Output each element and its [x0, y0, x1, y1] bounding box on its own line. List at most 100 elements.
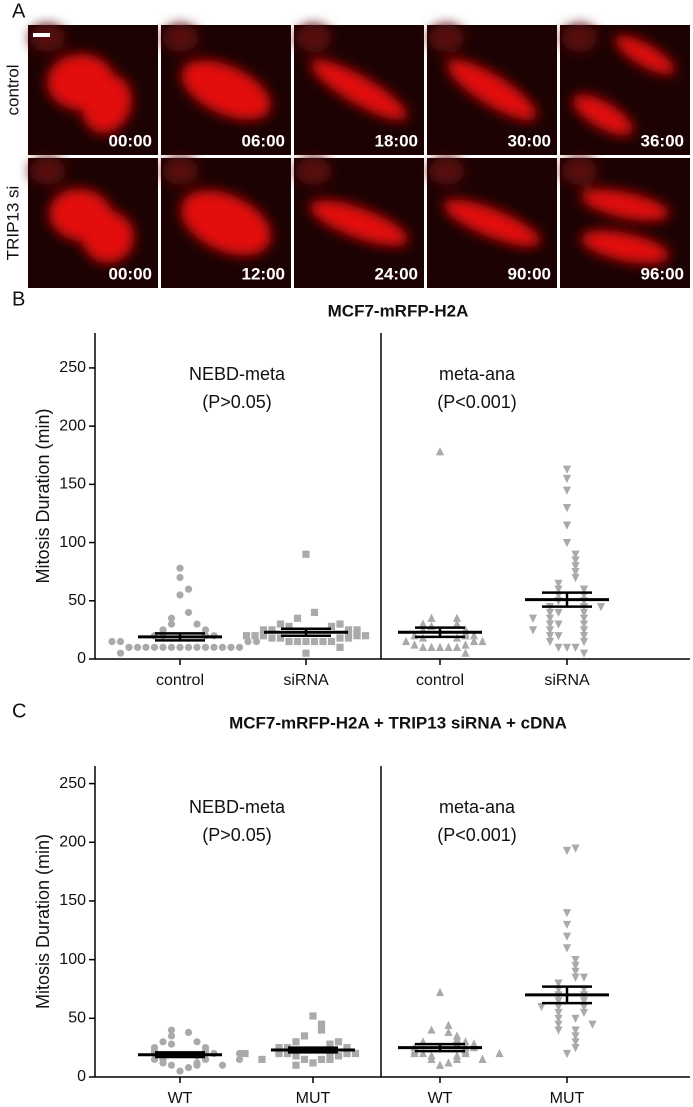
data-point — [554, 1014, 563, 1023]
chromatin-blob — [580, 230, 670, 264]
chromatin-blob — [572, 94, 634, 136]
data-point — [326, 1052, 334, 1060]
data-point — [452, 1031, 462, 1040]
data-point — [310, 608, 319, 617]
timestamp: 12:00 — [242, 264, 285, 283]
data-point — [336, 643, 344, 651]
data-point — [571, 562, 580, 571]
data-point — [176, 643, 184, 651]
data-point — [258, 1055, 266, 1063]
chromatin-blob — [181, 60, 271, 120]
data-point — [218, 643, 227, 651]
data-point — [268, 626, 276, 634]
timestamp: 00:00 — [109, 264, 152, 283]
data-point — [571, 643, 580, 652]
row-label: TRIP13 si — [3, 186, 22, 261]
data-point — [336, 620, 344, 628]
glow — [295, 157, 332, 185]
data-point — [579, 973, 589, 982]
data-point — [218, 1061, 227, 1069]
data-point — [167, 1032, 176, 1040]
data-point — [571, 550, 580, 559]
data-point — [545, 608, 555, 618]
data-point — [167, 1040, 176, 1048]
chromatin-blob — [443, 199, 541, 247]
data-point — [310, 637, 319, 646]
data-point — [554, 620, 563, 629]
data-point — [241, 1049, 249, 1058]
data-point — [554, 1002, 563, 1012]
data-point — [579, 1002, 589, 1012]
data-point — [252, 637, 261, 646]
data-point — [571, 1032, 580, 1041]
data-point — [444, 1027, 453, 1037]
data-point — [469, 1039, 479, 1048]
data-point — [571, 956, 580, 965]
chromatin-blob — [310, 59, 408, 121]
data-point — [159, 1038, 167, 1046]
data-point — [184, 585, 193, 593]
data-point — [176, 591, 184, 599]
panel-label: B — [12, 288, 25, 310]
y-tick-label: 50 — [68, 1010, 86, 1027]
data-point — [435, 1060, 445, 1069]
data-point — [343, 1044, 351, 1052]
data-point — [562, 504, 572, 513]
data-point — [317, 1026, 326, 1034]
data-point — [334, 1038, 343, 1046]
data-point — [435, 987, 445, 997]
data-point — [444, 1058, 453, 1067]
data-point — [309, 1059, 317, 1067]
y-tick-label: 200 — [59, 834, 86, 851]
y-axis-title: Mitosis Duration (min) — [33, 408, 53, 583]
data-point — [418, 619, 428, 628]
data-point — [361, 632, 370, 640]
data-point — [461, 640, 470, 649]
data-point — [167, 620, 176, 628]
x-tick-label: control — [416, 672, 464, 689]
data-point — [159, 626, 167, 634]
annotation: meta-ana — [439, 797, 516, 817]
data-point — [562, 643, 572, 652]
data-point — [326, 1040, 334, 1048]
error-bar — [542, 985, 592, 1005]
data-point — [302, 637, 310, 646]
y-tick-label: 250 — [59, 775, 86, 792]
data-point — [418, 642, 428, 651]
data-point — [562, 465, 572, 474]
data-point — [452, 1051, 462, 1060]
data-point — [562, 920, 572, 930]
data-point — [478, 1054, 487, 1063]
data-point — [554, 608, 563, 618]
data-point — [276, 634, 285, 642]
data-point — [444, 1020, 453, 1029]
data-point — [579, 1008, 589, 1018]
data-point — [401, 636, 411, 646]
chromatin-blob — [447, 59, 537, 121]
glow — [295, 24, 332, 52]
data-point — [545, 626, 555, 635]
data-point — [528, 626, 538, 635]
chromatin — [295, 157, 409, 246]
data-point — [167, 1026, 176, 1034]
data-point — [571, 967, 580, 976]
data-point — [285, 637, 293, 646]
error-bar — [542, 591, 592, 608]
y-tick-label: 250 — [59, 359, 86, 376]
glow — [29, 157, 66, 185]
x-tick-label: WT — [428, 1090, 453, 1107]
data-point — [579, 649, 589, 658]
data-point — [545, 637, 555, 647]
glow — [561, 157, 598, 185]
data-point — [283, 1044, 292, 1052]
timestamp: 96:00 — [641, 264, 684, 283]
data-point — [159, 643, 167, 651]
chromatin — [162, 157, 272, 256]
annotation: (P>0.05) — [202, 825, 272, 845]
data-point — [319, 637, 327, 646]
data-point — [444, 642, 453, 651]
data-point — [317, 1055, 326, 1063]
y-tick-label: 150 — [59, 892, 86, 909]
data-point — [167, 1061, 176, 1069]
